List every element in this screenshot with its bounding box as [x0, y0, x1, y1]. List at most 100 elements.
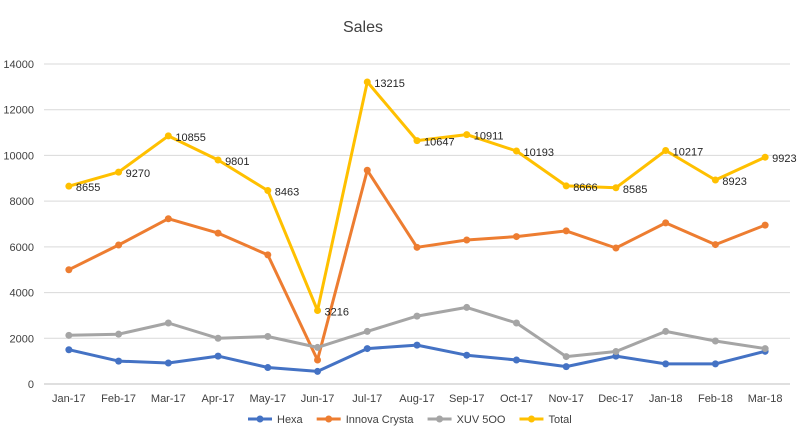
data-point-hexa [264, 364, 272, 372]
x-tick-label: Apr-17 [202, 393, 235, 405]
data-point-innova-crysta [214, 229, 222, 237]
y-tick-label: 10000 [3, 150, 34, 162]
data-label: 8585 [623, 184, 647, 196]
x-tick-label: Dec-17 [598, 393, 633, 405]
data-point-innova-crysta [662, 219, 670, 227]
data-label: 10193 [523, 147, 554, 159]
legend: Hexa Innova Crysta XUV 5OO Total [248, 414, 572, 426]
data-label: 8666 [573, 182, 597, 194]
data-label: 8923 [722, 176, 746, 188]
data-point-total [363, 78, 371, 86]
data-point-xuv-5oo [761, 345, 769, 353]
data-point-innova-crysta [463, 236, 471, 244]
data-point-total [413, 137, 421, 145]
x-tick-label: Feb-18 [698, 393, 733, 405]
legend-marker-innova-crysta [325, 415, 333, 423]
data-point-total [512, 147, 520, 155]
data-point-hexa [115, 357, 123, 365]
chart-title: Sales [343, 19, 383, 36]
data-point-hexa [214, 352, 222, 360]
data-point-xuv-5oo [413, 312, 421, 320]
data-point-innova-crysta [711, 241, 719, 249]
data-point-hexa [512, 356, 520, 364]
x-axis-tick-labels: Jan-17 Feb-17 Mar-17 Apr-17 May-17 Jun-17 Jul-… [52, 393, 783, 405]
y-tick-label: 6000 [10, 242, 34, 254]
y-tick-label: 8000 [10, 196, 34, 208]
data-point-xuv-5oo [65, 331, 73, 339]
data-label: 8655 [76, 182, 100, 194]
data-point-xuv-5oo [264, 332, 272, 340]
data-label: 10911 [474, 131, 504, 143]
data-point-innova-crysta [413, 243, 421, 251]
data-point-total [662, 146, 670, 154]
data-point-hexa [562, 363, 570, 371]
total-data-labels: 8655 9270 10855 9801 8463 3216 13215 10647 10911… [76, 78, 797, 319]
data-point-xuv-5oo [711, 337, 719, 345]
data-point-hexa [711, 360, 719, 368]
data-point-total [164, 132, 172, 140]
data-point-innova-crysta [512, 233, 520, 241]
data-point-hexa [463, 351, 471, 359]
x-tick-label: Nov-17 [548, 393, 583, 405]
data-point-total [761, 153, 769, 161]
y-tick-label: 14000 [3, 59, 34, 71]
data-point-total [214, 156, 222, 164]
x-tick-label: Feb-17 [101, 393, 136, 405]
legend-marker-xuv-5oo [436, 415, 444, 423]
data-point-hexa [314, 367, 322, 375]
data-point-xuv-5oo [612, 348, 620, 356]
data-label: 10217 [673, 146, 704, 158]
data-point-xuv-5oo [115, 330, 123, 338]
x-tick-label: Aug-17 [399, 393, 434, 405]
data-point-hexa [65, 346, 73, 354]
x-tick-label: May-17 [249, 393, 286, 405]
x-tick-label: Sep-17 [449, 393, 484, 405]
data-point-total [463, 131, 471, 139]
data-label: 9270 [126, 168, 150, 180]
data-label: 13215 [374, 78, 405, 90]
data-point-xuv-5oo [164, 319, 172, 327]
data-point-xuv-5oo [363, 327, 371, 335]
data-label: 8463 [275, 187, 299, 199]
y-tick-label: 4000 [10, 288, 34, 300]
data-point-innova-crysta [65, 266, 73, 274]
data-point-xuv-5oo [214, 334, 222, 342]
data-point-innova-crysta [363, 166, 371, 174]
data-point-xuv-5oo [562, 353, 570, 361]
data-point-innova-crysta [264, 251, 272, 259]
data-point-hexa [164, 359, 172, 367]
data-label: 3216 [325, 306, 349, 318]
data-point-total [65, 182, 73, 190]
legend-label-hexa: Hexa [277, 414, 304, 426]
gridlines [44, 63, 790, 385]
data-point-innova-crysta [115, 241, 123, 249]
series-line-total [67, 80, 767, 312]
data-point-total [264, 187, 272, 195]
x-tick-label: Jun-17 [301, 393, 335, 405]
data-point-innova-crysta [761, 221, 769, 229]
y-tick-label: 2000 [10, 333, 34, 345]
data-point-hexa [662, 360, 670, 368]
series-line-hexa [67, 343, 767, 373]
x-tick-label: Jan-18 [649, 393, 683, 405]
data-label: 9801 [225, 156, 249, 168]
data-point-hexa [363, 345, 371, 353]
data-point-total [711, 176, 719, 184]
data-label: 10855 [175, 132, 206, 144]
x-tick-label: Jan-17 [52, 393, 86, 405]
data-point-hexa [413, 341, 421, 349]
data-label: 9923 [772, 153, 796, 165]
data-point-xuv-5oo [314, 343, 322, 351]
y-axis-tick-labels: 0 2000 4000 6000 8000 10000 12000 14000 [3, 59, 34, 391]
data-point-innova-crysta [562, 227, 570, 235]
data-point-total [314, 306, 322, 314]
x-tick-label: Jul-17 [352, 393, 382, 405]
y-tick-label: 0 [28, 379, 34, 391]
data-point-total [562, 182, 570, 190]
data-point-total [612, 184, 620, 192]
data-point-innova-crysta [314, 356, 322, 364]
legend-label-xuv-5oo: XUV 5OO [457, 414, 506, 426]
legend-marker-hexa [256, 415, 264, 423]
data-point-xuv-5oo [463, 303, 471, 311]
legend-marker-total [527, 415, 535, 423]
